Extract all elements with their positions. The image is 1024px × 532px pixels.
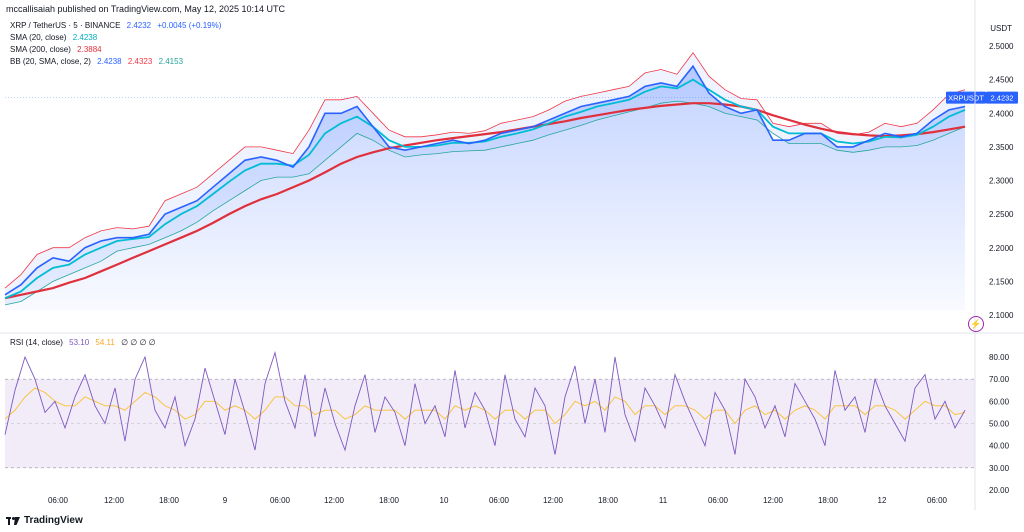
price-tag-bg [986,91,1018,104]
rsi-tick-label: 40.00 [989,442,1010,451]
sma200-value: 2.3884 [77,45,102,54]
price-tick-label: 2.2000 [989,244,1014,253]
rsi-panel[interactable] [4,350,975,469]
time-tick-label: 9 [223,496,228,505]
rsi-label: RSI (14, close) [10,338,63,347]
rsi-tick-label: 60.00 [989,397,1010,406]
bb-lower-value: 2.4153 [158,57,184,66]
price-tag[interactable]: 2.4232 [991,94,1014,103]
symbol-price: 2.4232 [126,21,152,30]
axes: 2.5000 2.4500 2.4000 2.3500 2.3000 2.2500 2.20… [0,0,1024,510]
tradingview-logo-icon [6,516,20,525]
rsi-legend[interactable]: RSI (14, close) 53.10 54.11 ∅ ∅ ∅ ∅ [10,337,160,349]
rsi-tick-label: 20.00 [989,486,1010,495]
time-tick-label: 11 [659,496,668,505]
rsi-tick-label: 50.00 [989,420,1010,429]
price-tick-label: 2.3000 [989,177,1014,186]
tradingview-brand: TradingView [24,515,83,526]
sma200-row[interactable]: SMA (200, close) 2.3884 [10,44,225,56]
time-tick-label: 06:00 [708,496,729,505]
time-tick-label: 06:00 [489,496,510,505]
time-tick-label: 12 [878,496,887,505]
price-line[interactable] [4,64,966,296]
time-tick-label: 12:00 [543,496,564,505]
bb-upper-line[interactable] [4,52,966,289]
tradingview-footer[interactable]: TradingView [6,515,83,526]
lightning-icon[interactable]: ⚡ [968,316,984,332]
bb-upper-value: 2.4323 [127,57,153,66]
rsi-tick-label: 70.00 [989,375,1010,384]
price-legend: XRP / TetherUS · 5 · BINANCE 2.4232 +0.0… [10,20,225,68]
time-tick-label: 10 [440,496,449,505]
symbol-tag[interactable]: XRPUSDT [948,94,984,103]
price-tick-label: 2.2500 [989,210,1014,219]
rsi-tick-label: 80.00 [989,353,1010,362]
symbol-title[interactable]: XRP / TetherUS · 5 · BINANCE [10,21,121,30]
price-tick-label: 2.1000 [989,311,1014,320]
time-tick-label: 18:00 [818,496,839,505]
rsi-value: 53.10 [69,338,90,347]
sma200-line[interactable] [4,102,966,300]
symbol-row: XRP / TetherUS · 5 · BINANCE 2.4232 +0.0… [10,20,225,32]
time-tick-label: 18:00 [379,496,400,505]
price-tick-label: 2.3500 [989,143,1014,152]
rsi-ma-value: 54.11 [95,338,115,347]
time-tick-label: 18:00 [598,496,619,505]
symbol-tag-bg [946,91,986,104]
price-panel[interactable]: XRPUSDT 2.4232 [4,52,1018,310]
publish-line: mccallisaiah published on TradingView.co… [6,4,285,14]
bb-label: BB (20, SMA, close, 2) [10,57,91,66]
time-tick-label: 06:00 [927,496,948,505]
price-area-fill [5,66,965,310]
sma20-row[interactable]: SMA (20, close) 2.4238 [10,32,225,44]
time-tick-label: 06:00 [48,496,69,505]
bb-basis-value: 2.4238 [97,57,122,66]
price-tick-label: 2.4500 [989,76,1014,85]
time-tick-label: 06:00 [270,496,291,505]
bb-row[interactable]: BB (20, SMA, close, 2) 2.4238 2.4323 2.4… [10,56,225,68]
price-tick-label: 2.5000 [989,42,1014,51]
rsi-line[interactable] [4,350,966,455]
time-tick-label: 12:00 [763,496,784,505]
currency-label[interactable]: USDT [990,24,1012,33]
price-tick-label: 2.1500 [989,277,1014,286]
sma200-label: SMA (200, close) [10,45,71,54]
time-tick-label: 18:00 [159,496,180,505]
price-tick-label: 2.4000 [989,109,1014,118]
rsi-tick-label: 30.00 [989,464,1010,473]
sma20-label: SMA (20, close) [10,33,67,42]
time-tick-label: 12:00 [324,496,345,505]
sma20-value: 2.4238 [72,33,98,42]
time-tick-label: 12:00 [104,496,125,505]
bb-lower-line[interactable] [4,100,966,306]
symbol-change: +0.0045 (+0.19%) [157,21,222,30]
rsi-empty-values: ∅ ∅ ∅ ∅ [121,338,156,347]
